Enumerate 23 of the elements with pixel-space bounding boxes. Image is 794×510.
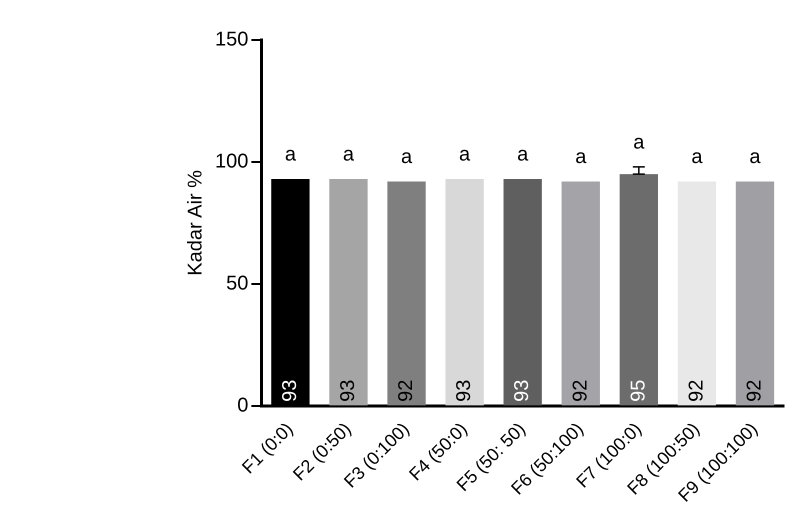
annotation: a [459,144,472,166]
annotation: a [749,146,762,168]
data-label: 93 [278,380,301,402]
data-label: 93 [453,380,476,402]
annotation: a [517,144,530,166]
data-label: 95 [627,380,650,402]
y-axis-title: Kadar Air % [184,170,207,276]
annotation: a [633,131,646,154]
annotation: a [342,144,355,166]
data-label: 92 [685,380,708,402]
y-tick-label: 100 [214,150,248,172]
data-label: 92 [395,380,418,402]
annotation: a [575,146,588,168]
annotation: a [284,144,297,166]
y-tick-label: 150 [214,28,248,51]
data-label: 93 [336,380,359,402]
data-label: 92 [743,380,766,402]
y-tick-label: 50 [226,272,248,294]
annotation: a [400,146,413,168]
data-label: 93 [511,380,534,402]
data-label: 92 [569,380,592,402]
annotation: a [691,146,704,168]
y-tick-label: 0 [237,394,248,416]
